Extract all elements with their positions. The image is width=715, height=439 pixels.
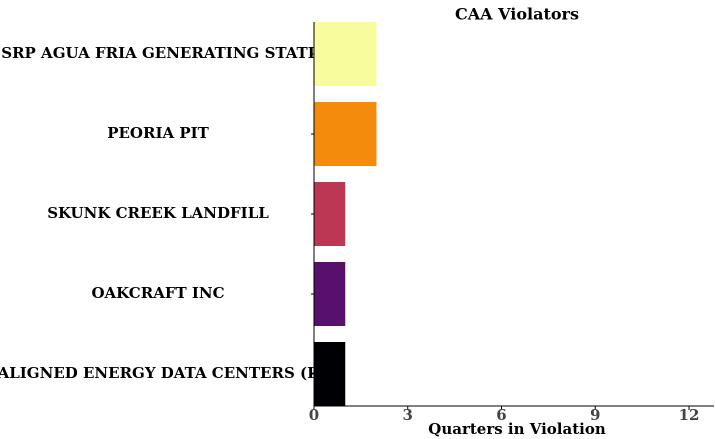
bar <box>314 102 377 166</box>
x-tick-label: 9 <box>590 406 600 424</box>
x-tick-label: 0 <box>309 406 319 424</box>
x-tick-label: 3 <box>403 406 413 424</box>
y-tick-label: SRP AGUA FRIA GENERATING STATI <box>1 44 314 62</box>
bar <box>314 22 377 86</box>
y-tick-label: PEORIA PIT <box>107 124 209 142</box>
bar <box>314 342 346 406</box>
bar <box>314 182 346 246</box>
bar <box>314 262 346 326</box>
y-tick-label: SKUNK CREEK LANDFILL <box>47 204 269 222</box>
x-tick-label: 12 <box>679 406 700 424</box>
y-tick-label: OAKCRAFT INC <box>91 284 224 302</box>
x-tick-label: 6 <box>496 406 506 424</box>
x-axis-label: Quarters in Violation <box>428 420 606 438</box>
chart-title: CAA Violators <box>455 5 579 24</box>
y-tick-label: ALIGNED ENERGY DATA CENTERS (P <box>0 364 318 382</box>
